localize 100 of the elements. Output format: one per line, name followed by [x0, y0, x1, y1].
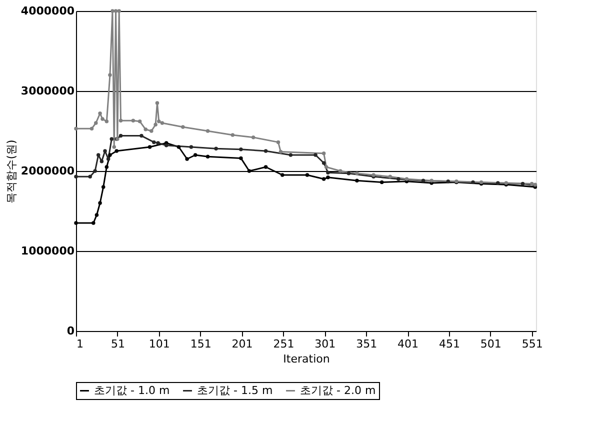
- x-tick-label: 201: [232, 338, 253, 350]
- point: [152, 140, 156, 144]
- point: [110, 9, 114, 13]
- point: [131, 118, 136, 122]
- point: [140, 134, 144, 138]
- point: [144, 128, 148, 132]
- y-tick-label: 0: [66, 324, 75, 338]
- legend-label: 초기값 - 2.0 m: [300, 384, 376, 397]
- point: [380, 180, 384, 184]
- point: [94, 121, 98, 125]
- point: [189, 145, 194, 149]
- point: [164, 144, 168, 148]
- point: [322, 152, 326, 156]
- point: [156, 141, 160, 145]
- point: [421, 178, 426, 182]
- point: [252, 136, 256, 140]
- point: [104, 165, 109, 169]
- point: [92, 221, 96, 225]
- point: [185, 157, 189, 161]
- point: [117, 9, 121, 13]
- point: [264, 149, 268, 153]
- point: [239, 148, 243, 152]
- point: [288, 153, 293, 157]
- point: [74, 174, 78, 178]
- point: [93, 169, 97, 173]
- point: [108, 153, 112, 157]
- point: [396, 177, 400, 181]
- point: [154, 122, 158, 126]
- point: [324, 165, 328, 169]
- legend-label: 초기값 - 1.5 m: [197, 384, 273, 397]
- point: [388, 174, 392, 178]
- x-tick-label: 401: [398, 338, 419, 350]
- point: [206, 129, 210, 133]
- point: [100, 160, 104, 164]
- point: [326, 176, 330, 180]
- point: [110, 137, 114, 141]
- point: [278, 150, 283, 154]
- point: [496, 181, 500, 185]
- point: [74, 126, 78, 130]
- point: [430, 178, 434, 182]
- y-tick-label: 3000000: [20, 84, 75, 98]
- point: [230, 133, 235, 137]
- point: [118, 118, 123, 122]
- point: [355, 178, 359, 182]
- y-tick-label: 4000000: [20, 4, 75, 18]
- point: [155, 101, 160, 105]
- point: [471, 180, 475, 184]
- point: [88, 174, 92, 178]
- point: [176, 145, 181, 149]
- point: [404, 177, 409, 181]
- point: [530, 182, 534, 186]
- x-tick-label: 501: [480, 338, 502, 350]
- point: [305, 173, 310, 177]
- point: [114, 9, 118, 13]
- x-tick-label: 301: [314, 338, 336, 350]
- point: [98, 112, 102, 116]
- point: [446, 180, 450, 184]
- point: [206, 154, 210, 158]
- point: [112, 145, 116, 149]
- x-axis-title: Iteration: [283, 352, 330, 366]
- point: [98, 201, 102, 205]
- y-axis-title: 목적함수(원): [4, 140, 18, 204]
- x-tick-label: 51: [110, 338, 125, 350]
- point: [96, 153, 100, 157]
- point: [520, 182, 525, 186]
- x-tick-label: 101: [148, 338, 170, 350]
- point: [160, 121, 164, 125]
- point: [100, 117, 104, 121]
- point: [148, 145, 152, 149]
- point: [90, 126, 94, 130]
- point: [322, 177, 326, 181]
- point: [193, 153, 198, 157]
- x-tick-label: 551: [522, 338, 543, 350]
- point: [150, 129, 154, 133]
- point: [322, 161, 326, 165]
- point: [355, 172, 359, 176]
- point: [104, 120, 109, 124]
- point: [106, 157, 110, 161]
- point: [326, 170, 330, 174]
- y-tick-label: 1000000: [20, 244, 75, 258]
- point: [108, 73, 112, 77]
- y-tick-label: 2000000: [20, 164, 75, 178]
- point: [138, 120, 142, 124]
- point: [103, 149, 107, 153]
- point: [276, 140, 280, 144]
- x-tick-label: 451: [438, 338, 460, 350]
- point: [247, 169, 252, 173]
- point: [94, 213, 99, 217]
- point: [114, 149, 118, 153]
- point: [264, 165, 268, 169]
- point: [314, 153, 318, 157]
- point: [118, 134, 123, 138]
- legend-label: 초기값 - 1.0 m: [94, 384, 170, 397]
- point: [157, 120, 161, 124]
- point: [214, 146, 218, 150]
- x-tick-label: 1: [76, 338, 84, 350]
- point: [181, 125, 185, 129]
- x-tick-label: 151: [190, 338, 212, 350]
- point: [280, 173, 284, 177]
- point: [74, 221, 78, 225]
